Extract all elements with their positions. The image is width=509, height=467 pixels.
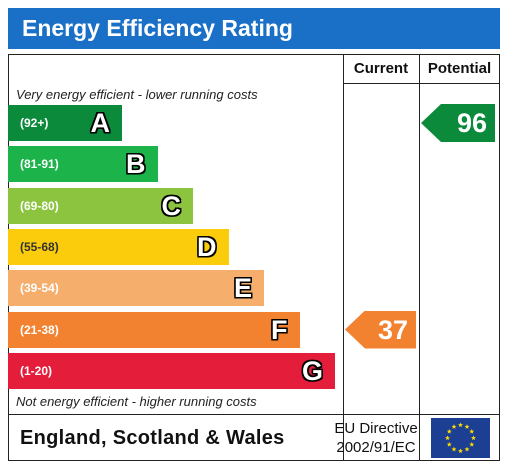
band-letter-label: F [271,314,288,345]
potential-rating-value: 96 [456,108,487,138]
band-b: (81-91) B [8,146,158,183]
chart-title: Energy Efficiency Rating [8,8,500,49]
eu-star-icon [446,428,452,434]
eu-star-icon [464,424,470,429]
band-range-label: (81-91) [20,157,59,172]
column-header-potential: Potential [427,60,492,77]
band-letter-label: B [126,149,146,180]
eu-star-icon [458,422,463,428]
band-range-label: (69-80) [20,198,59,213]
eu-star-icon [445,435,450,441]
eu-star-icon [458,448,463,454]
divider-potential [419,54,420,461]
band-range-label: (1-20) [20,363,53,378]
band-letter-label: G [301,355,323,386]
eu-star-icon [451,424,457,429]
footer-divider [8,414,500,415]
band-letter-label: C [161,190,182,221]
eu-star-icon [469,441,475,447]
band-a: (92+) A [8,105,122,141]
band-letter-label: D [197,231,217,262]
eu-star-icon [446,441,452,447]
band-letter-label: A [90,108,111,138]
eu-directive-line2: 2002/91/EC [336,439,416,456]
bottom-caption: Not energy efficient - higher running co… [16,394,257,409]
column-header-current: Current [353,60,409,77]
band-c: (69-80) C [8,187,193,224]
band-range-label: (39-54) [20,281,59,296]
band-range-label: (92+) [20,116,49,130]
eu-star-icon [464,446,470,452]
band-range-label: (21-38) [20,322,59,337]
current-rating-value: 37 [377,314,408,345]
band-f: (21-38) F [8,311,300,348]
header-divider [343,83,500,84]
band-g: (1-20) G [8,352,335,389]
top-caption: Very energy efficient - lower running co… [16,87,258,102]
eu-directive: EU Directive 2002/91/EC [322,419,430,457]
eu-flag-icon [431,418,490,458]
divider-current [343,54,344,461]
band-e: (39-54) E [8,270,264,307]
band-d: (55-68) D [8,228,229,265]
eu-star-icon [471,435,476,441]
band-letter-label: E [233,273,252,304]
eu-directive-line1: EU Directive [334,420,418,437]
band-range-label: (55-68) [20,239,59,254]
eu-star-icon [469,428,475,434]
eu-star-icon [451,446,457,452]
footer-country: England, Scotland & Wales [20,427,285,449]
